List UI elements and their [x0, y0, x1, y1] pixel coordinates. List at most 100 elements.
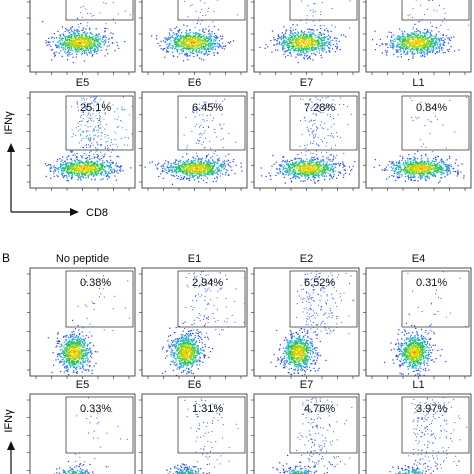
event-dot	[422, 36, 424, 38]
event-dot	[63, 169, 65, 171]
event-dot	[195, 46, 197, 49]
event-dot	[181, 50, 183, 52]
event-dot	[323, 36, 325, 38]
event-dot	[284, 43, 286, 45]
event-dot	[66, 177, 68, 179]
event-dot	[197, 177, 199, 179]
event-dot	[175, 43, 177, 45]
event-dot	[211, 47, 213, 49]
event-dot	[97, 40, 99, 42]
event-dot	[392, 42, 394, 44]
event-dot	[191, 175, 193, 177]
event-dot	[412, 48, 414, 51]
event-dot	[214, 42, 216, 45]
event-dot	[204, 41, 206, 43]
event-dot	[166, 39, 168, 41]
event-dot	[178, 161, 180, 163]
event-dot	[77, 168, 79, 170]
event-dot	[162, 165, 164, 167]
event-dot	[165, 51, 168, 53]
event-dot	[222, 42, 224, 44]
event-dot	[207, 10, 209, 12]
event-dot	[56, 160, 58, 162]
event-dot	[121, 108, 123, 110]
event-dot	[77, 164, 79, 167]
event-dot	[191, 46, 193, 48]
event-dot	[405, 47, 407, 49]
event-dot	[205, 167, 207, 169]
event-dot	[69, 42, 72, 44]
event-dot	[53, 175, 55, 177]
event-dot	[192, 175, 194, 177]
event-dot	[92, 49, 94, 52]
event-dot	[405, 47, 408, 50]
event-dot	[204, 48, 206, 50]
event-dot	[59, 40, 61, 42]
plot-frame	[29, 91, 136, 189]
event-dot	[217, 52, 219, 55]
event-dot	[213, 42, 216, 45]
event-dot	[215, 35, 218, 37]
event-dot	[288, 49, 290, 51]
event-dot	[176, 44, 179, 46]
event-dot	[95, 166, 97, 169]
event-dot	[205, 35, 208, 37]
event-dot	[211, 119, 213, 121]
event-dot	[324, 37, 327, 39]
event-dot	[85, 45, 87, 48]
event-dot	[168, 43, 170, 45]
event-dot	[70, 36, 72, 38]
event-dot	[70, 44, 72, 46]
event-dot	[73, 42, 75, 44]
event-dot	[88, 169, 90, 171]
event-dot	[307, 51, 309, 53]
event-dot	[90, 137, 92, 139]
event-dot	[82, 175, 84, 178]
event-dot	[424, 49, 426, 51]
event-dot	[100, 38, 102, 40]
event-dot	[297, 42, 300, 45]
event-dot	[197, 45, 199, 47]
event-dot	[175, 45, 177, 48]
event-dot	[295, 29, 297, 31]
event-dot	[427, 42, 429, 44]
event-dot	[225, 169, 227, 171]
event-dot	[311, 40, 313, 42]
event-dot	[296, 40, 298, 42]
event-dot	[67, 165, 70, 167]
event-dot	[95, 28, 97, 30]
event-dot	[286, 50, 288, 52]
event-dot	[423, 44, 426, 46]
event-dot	[220, 139, 222, 141]
event-dot	[74, 35, 76, 37]
event-dot	[203, 38, 206, 40]
event-dot	[77, 29, 79, 31]
event-dot	[57, 176, 59, 178]
event-dot	[82, 155, 84, 157]
event-dot	[423, 34, 425, 36]
event-dot	[284, 40, 286, 42]
event-dot	[430, 34, 432, 37]
event-dot	[299, 50, 302, 52]
event-dot	[404, 48, 407, 50]
event-dot	[433, 44, 435, 46]
event-dot	[189, 174, 192, 176]
event-dot	[326, 41, 328, 43]
event-dot	[293, 51, 295, 53]
event-dot	[299, 34, 302, 36]
event-dot	[432, 47, 435, 49]
event-dot	[411, 37, 414, 39]
event-dot	[348, 27, 350, 29]
event-dot	[184, 36, 186, 39]
event-dot	[290, 27, 292, 29]
event-dot	[199, 160, 201, 162]
event-dot	[301, 175, 303, 177]
event-dot	[213, 160, 215, 163]
event-dot	[67, 49, 69, 51]
event-dot	[458, 49, 460, 51]
event-dot	[203, 36, 206, 38]
event-dot	[216, 176, 218, 178]
event-dot	[79, 165, 81, 167]
event-dot	[115, 162, 117, 164]
event-dot	[192, 167, 194, 169]
